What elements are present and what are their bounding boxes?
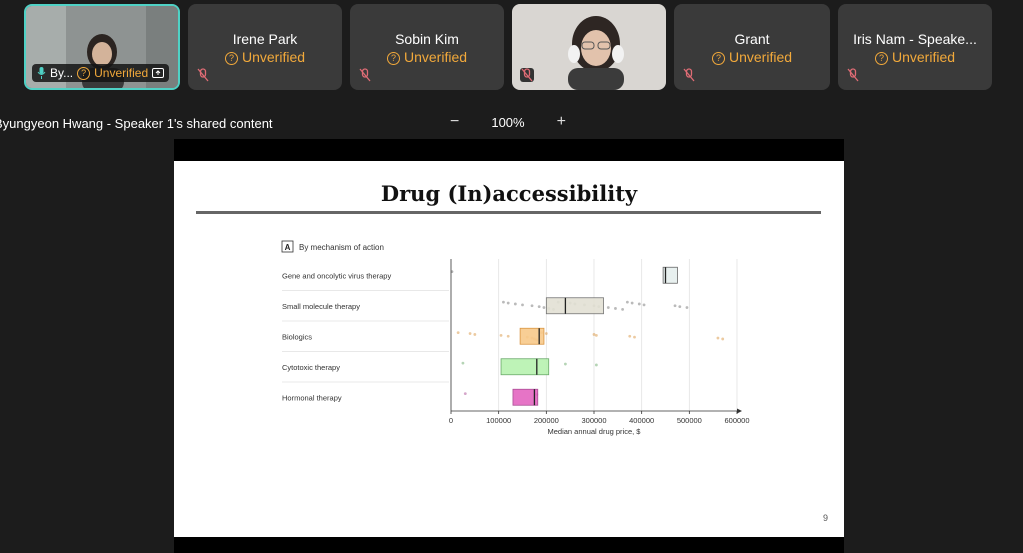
data-point: [450, 270, 454, 274]
data-point: [716, 336, 720, 340]
participant-video: [512, 4, 666, 90]
title-divider: [196, 211, 821, 214]
share-screen-icon[interactable]: [152, 67, 165, 79]
shared-content-title: Byungyeon Hwang - Speaker 1's shared con…: [0, 116, 273, 131]
panel-label-box: [281, 240, 294, 253]
question-icon: ?: [77, 67, 91, 80]
data-point: [685, 306, 689, 309]
zoom-controls: − 100% +: [450, 113, 566, 131]
boxplot-chart: A By mechanism of action Gene and oncolyti…: [281, 240, 750, 436]
x-tick-label: 300000: [581, 416, 606, 425]
mic-on-icon: [37, 67, 46, 79]
x-tick-label: 100000: [486, 416, 511, 425]
slide-title: Drug (In)accessibility: [380, 181, 638, 206]
data-point: [499, 333, 503, 337]
panel-label: A: [285, 243, 291, 252]
box: [662, 266, 678, 284]
zoom-out-button[interactable]: −: [450, 113, 460, 130]
question-icon: ?: [224, 52, 238, 65]
category-label: Hormonal therapy: [282, 393, 342, 402]
data-point: [544, 332, 548, 335]
data-point: [594, 363, 598, 367]
data-point: [630, 301, 634, 305]
category-label: Small molecule therapy: [282, 302, 360, 311]
data-point: [606, 306, 610, 309]
data-point: [461, 361, 465, 365]
participant-tile-grant[interactable]: Grant ? Unverified: [674, 4, 830, 90]
participant-tile-sobin[interactable]: Sobin Kim ? Unverified: [350, 4, 504, 90]
data-point: [463, 392, 467, 396]
question-icon: ?: [711, 52, 725, 65]
x-axis-label: Median annual drug price, $: [548, 427, 642, 436]
x-tick-label: 400000: [629, 416, 654, 425]
zoom-level: 100%: [491, 114, 525, 130]
box: [500, 358, 550, 376]
participant-name: Iris Nam - Speake...: [853, 31, 977, 47]
box: [545, 297, 604, 315]
data-point: [468, 332, 472, 335]
mic-muted-icon: [847, 68, 859, 82]
self-status-bar: By... ? Unverified: [32, 64, 170, 82]
x-tick-label: 500000: [677, 416, 702, 425]
mic-muted-icon: [520, 68, 534, 82]
data-point: [530, 304, 534, 308]
slide-page-number: 9: [822, 513, 828, 523]
data-point: [642, 303, 646, 307]
self-name: By...: [50, 66, 74, 80]
participant-name: Grant: [734, 31, 770, 47]
data-point: [637, 302, 641, 306]
data-point: [614, 307, 617, 310]
data-point: [542, 306, 546, 309]
box: [512, 388, 539, 406]
mic-muted-icon: [359, 68, 371, 82]
x-axis-arrow: [737, 408, 742, 414]
participant-status: ? Unverified: [188, 49, 342, 65]
data-point: [506, 334, 510, 338]
data-point: [513, 302, 517, 306]
data-point: [502, 300, 505, 304]
participant-status: ? Unverified: [350, 49, 504, 65]
participant-tile-iris[interactable]: Iris Nam - Speake... ? Unverified: [838, 4, 992, 90]
slide: Drug (In)accessibility A By mechanism of …: [174, 161, 844, 537]
question-icon: ?: [874, 52, 888, 65]
x-tick-label: 600000: [724, 416, 749, 425]
participant-status: ? Unverified: [838, 49, 992, 65]
participant-tile-irene[interactable]: Irene Park ? Unverified: [188, 4, 342, 90]
data-point: [564, 362, 567, 366]
data-point: [678, 305, 682, 309]
data-point: [594, 333, 598, 337]
data-point: [633, 335, 636, 339]
participant-status: ? Unverified: [674, 49, 830, 65]
participant-tile-self[interactable]: By... ? Unverified: [24, 4, 180, 90]
data-point: [506, 301, 510, 305]
data-point: [473, 333, 477, 336]
mic-muted-icon: [683, 68, 695, 82]
x-tick-label: 0: [449, 416, 453, 425]
question-icon: ?: [386, 52, 400, 65]
box: [519, 327, 545, 345]
data-point: [721, 337, 725, 341]
category-label: Gene and oncolytic virus therapy: [282, 271, 391, 280]
data-point: [628, 334, 632, 338]
self-status: ? Unverified: [77, 66, 148, 80]
data-point: [625, 300, 629, 304]
shared-screen: Drug (In)accessibility A By mechanism of …: [174, 139, 844, 553]
data-point: [673, 304, 677, 308]
participant-tile-video[interactable]: [512, 4, 666, 90]
mic-muted-icon: [197, 68, 209, 82]
panel-title: By mechanism of action: [299, 243, 384, 252]
data-point: [621, 307, 624, 311]
participant-name: Irene Park: [232, 31, 298, 47]
category-label: Biologics: [282, 332, 312, 341]
data-point: [521, 303, 524, 307]
data-point: [456, 331, 460, 335]
zoom-in-button[interactable]: +: [556, 113, 566, 130]
shared-content-bar: Byungyeon Hwang - Speaker 1's shared con…: [0, 113, 1023, 133]
x-tick-label: 200000: [534, 416, 559, 425]
data-point: [592, 333, 596, 336]
participant-name: Sobin Kim: [395, 31, 459, 47]
data-point: [537, 305, 541, 309]
category-label: Cytotoxic therapy: [282, 363, 340, 372]
